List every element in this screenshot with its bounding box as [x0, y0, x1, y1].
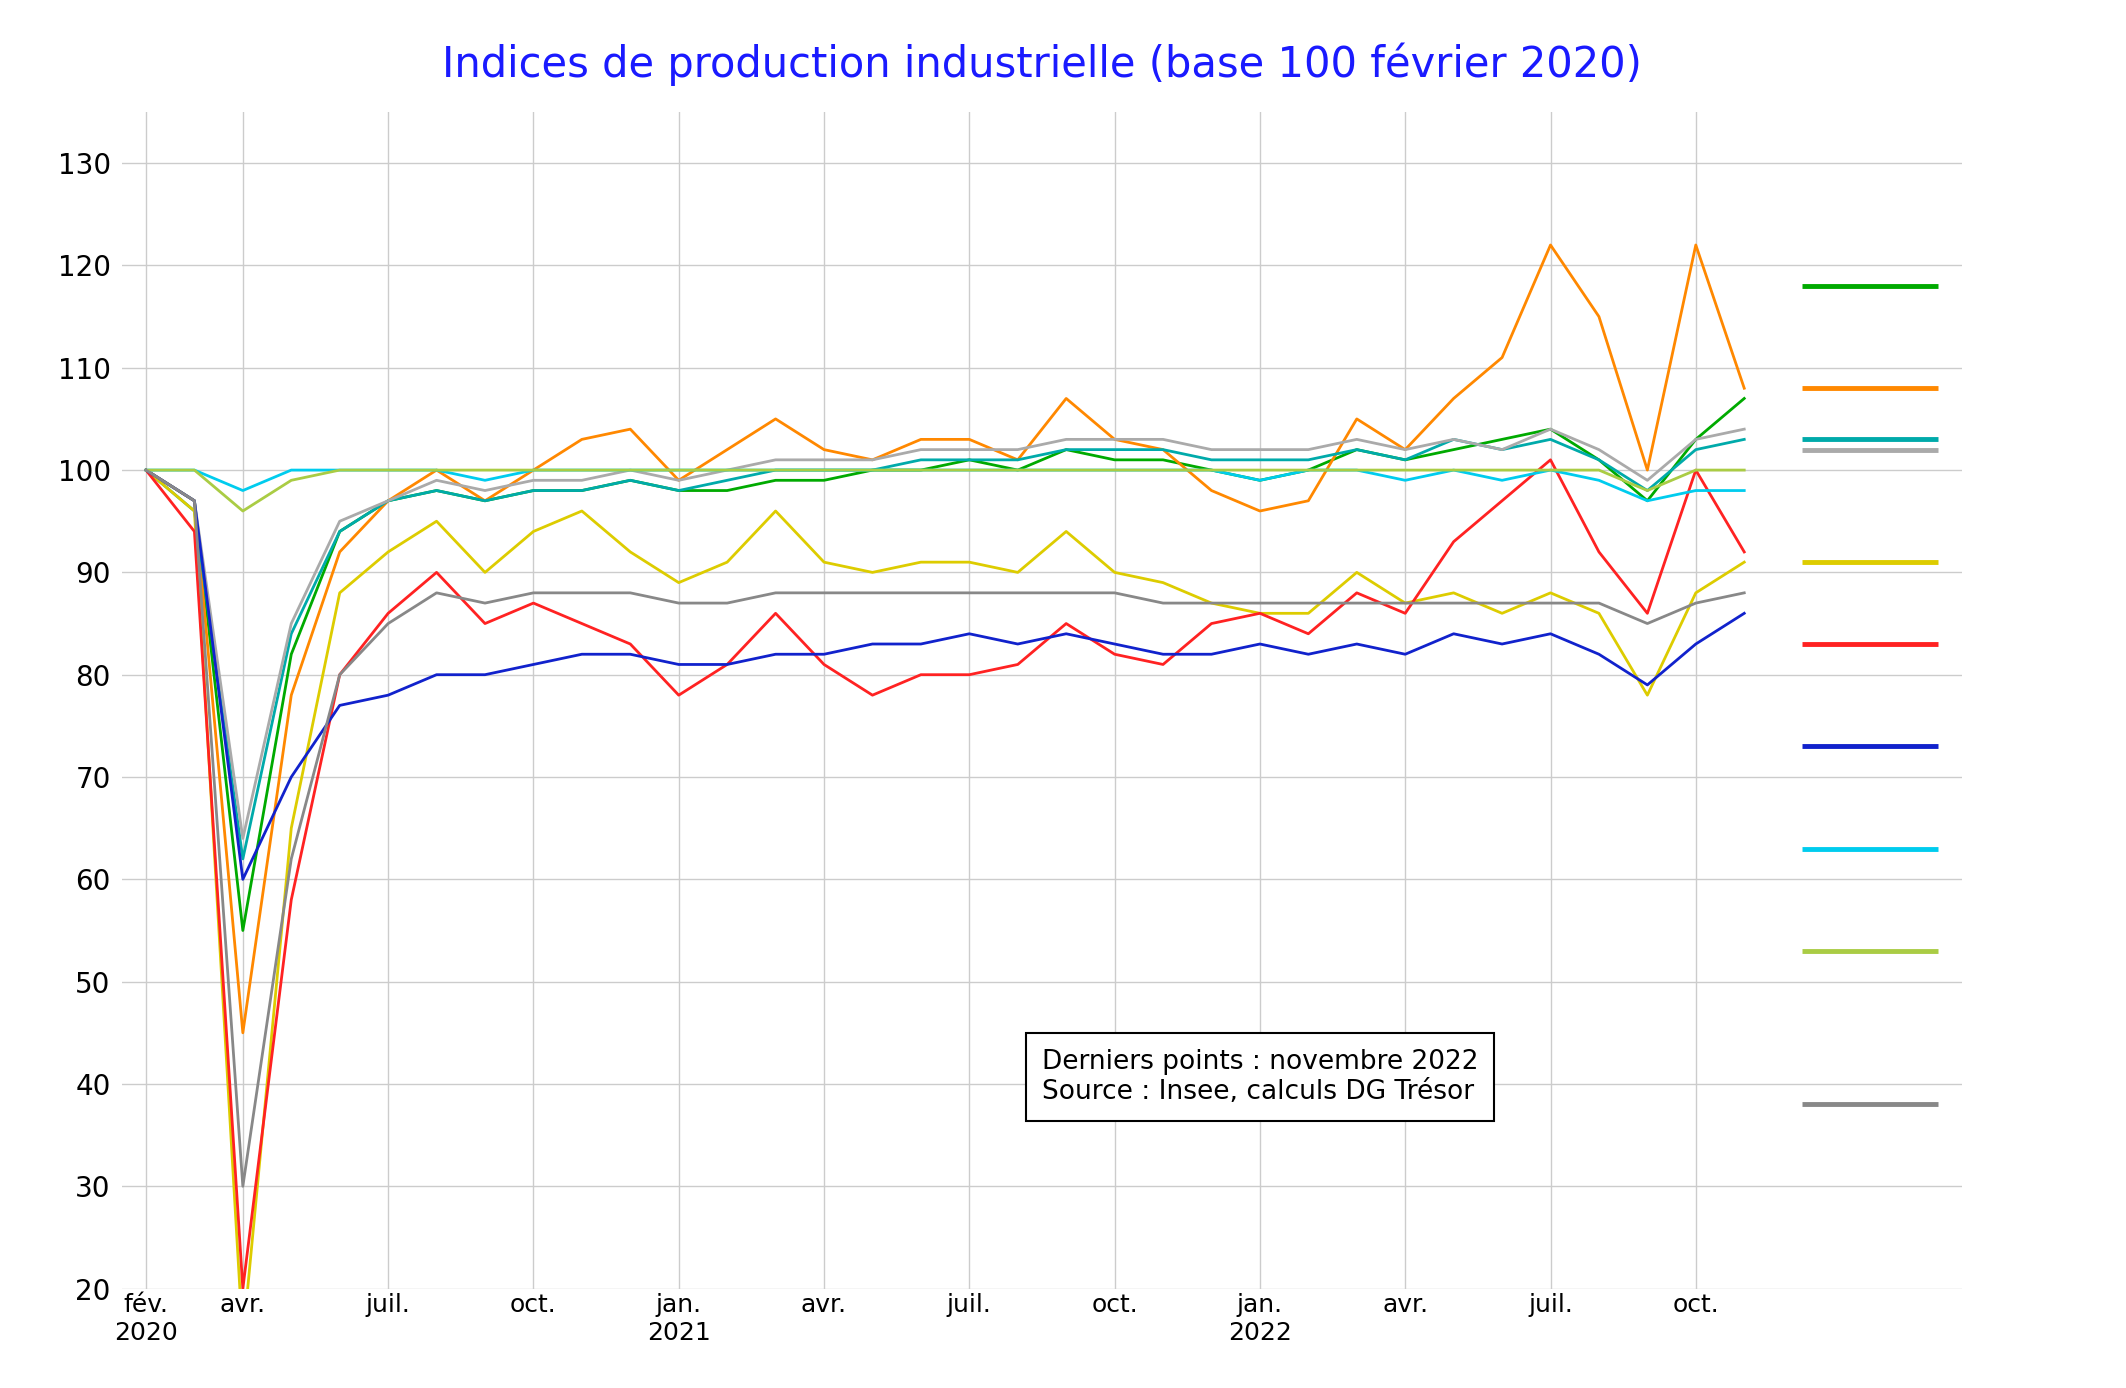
Text: Derniers points : novembre 2022
Source : Insee, calculs DG Trésor: Derniers points : novembre 2022 Source :…	[1042, 1049, 1478, 1105]
Title: Indices de production industrielle (base 100 février 2020): Indices de production industrielle (base…	[442, 43, 1641, 86]
